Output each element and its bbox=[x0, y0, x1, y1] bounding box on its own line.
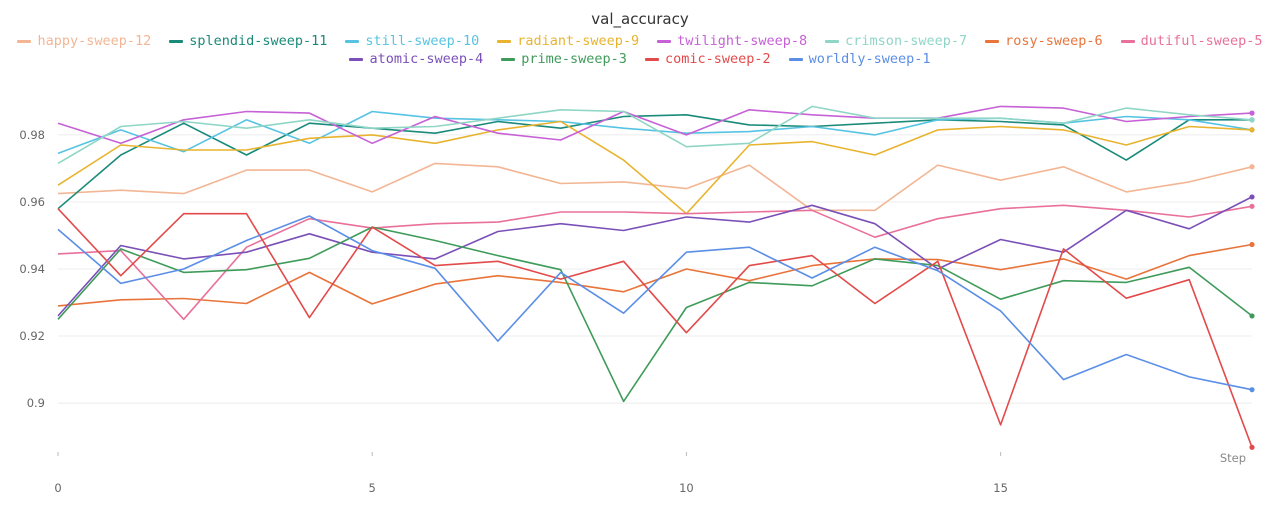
legend-label: twilight-sweep-8 bbox=[677, 33, 808, 49]
legend-swatch bbox=[17, 39, 32, 43]
legend-item-prime-sweep-3[interactable]: prime-sweep-3 bbox=[501, 51, 627, 67]
series-line-prime-sweep-3 bbox=[57, 226, 1253, 403]
y-tick-label: 0.98 bbox=[19, 128, 45, 142]
legend-label: atomic-sweep-4 bbox=[369, 51, 484, 67]
legend-row-1: happy-sweep-12 splendid-sweep-11 still-swe… bbox=[0, 33, 1280, 49]
series-end-point-rosy-sweep-6 bbox=[1249, 241, 1255, 248]
y-tick-label: 0.96 bbox=[19, 195, 45, 209]
series-line-happy-sweep-12 bbox=[57, 162, 1253, 212]
series-line-radiant-sweep-9 bbox=[57, 120, 1253, 215]
legend-item-happy-sweep-12[interactable]: happy-sweep-12 bbox=[17, 33, 151, 49]
legend-swatch bbox=[349, 57, 364, 61]
x-tick-label: 10 bbox=[679, 481, 694, 495]
legend-item-radiant-sweep-9[interactable]: radiant-sweep-9 bbox=[497, 33, 639, 49]
legend-swatch bbox=[788, 57, 803, 61]
x-axis-label: Step bbox=[1220, 451, 1246, 465]
series-end-point-twilight-sweep-8 bbox=[1249, 110, 1255, 116]
legend-item-crimson-sweep-7[interactable]: crimson-sweep-7 bbox=[825, 33, 967, 49]
legend-label: splendid-sweep-11 bbox=[189, 33, 328, 49]
legend-item-still-sweep-10[interactable]: still-sweep-10 bbox=[345, 33, 479, 49]
series-line-crimson-sweep-7 bbox=[57, 105, 1253, 165]
series-line-dutiful-sweep-5 bbox=[57, 204, 1253, 321]
legend-item-worldly-sweep-1[interactable]: worldly-sweep-1 bbox=[788, 51, 931, 67]
y-tick-label: 0.92 bbox=[19, 329, 45, 343]
series-line-rosy-sweep-6 bbox=[57, 243, 1253, 307]
series-end-point-dutiful-sweep-5 bbox=[1249, 203, 1255, 209]
legend-swatch bbox=[497, 39, 512, 43]
legend-swatch bbox=[825, 39, 840, 43]
legend-label: rosy-sweep-6 bbox=[1005, 33, 1103, 49]
legend-label: prime-sweep-3 bbox=[521, 51, 627, 67]
legend-swatch bbox=[1120, 39, 1135, 43]
series-lines bbox=[57, 105, 1255, 450]
legend-label: radiant-sweep-9 bbox=[517, 33, 640, 49]
legend-item-dutiful-sweep-5[interactable]: dutiful-sweep-5 bbox=[1120, 33, 1263, 49]
y-tick-label: 0.94 bbox=[19, 262, 45, 276]
x-tick-label: 0 bbox=[54, 481, 61, 495]
y-axis-ticks: 0.9 0.92 0.94 0.96 0.98 bbox=[19, 128, 45, 410]
legend-label: dutiful-sweep-5 bbox=[1140, 33, 1263, 49]
grid bbox=[58, 134, 1252, 404]
series-end-point-happy-sweep-12 bbox=[1249, 164, 1255, 170]
legend-item-twilight-sweep-8[interactable]: twilight-sweep-8 bbox=[657, 33, 807, 49]
x-axis-ticks: 0 5 10 15 bbox=[54, 452, 1008, 495]
series-end-point-radiant-sweep-9 bbox=[1249, 127, 1255, 133]
legend-label: happy-sweep-12 bbox=[37, 33, 152, 49]
legend-swatch bbox=[657, 39, 672, 43]
series-end-point-comic-sweep-2 bbox=[1249, 444, 1255, 450]
legend-item-rosy-sweep-6[interactable]: rosy-sweep-6 bbox=[985, 33, 1103, 49]
series-line-twilight-sweep-8 bbox=[57, 105, 1253, 145]
legend-swatch bbox=[644, 57, 659, 61]
series-line-splendid-sweep-11 bbox=[57, 114, 1252, 210]
legend-swatch bbox=[169, 39, 184, 43]
legend-swatch bbox=[985, 39, 1000, 43]
x-tick-label: 5 bbox=[369, 481, 376, 495]
series-line-comic-sweep-2 bbox=[57, 208, 1253, 448]
series-end-point-crimson-sweep-7 bbox=[1249, 117, 1255, 123]
legend-label: still-sweep-10 bbox=[365, 33, 480, 49]
series-line-worldly-sweep-1 bbox=[57, 215, 1253, 391]
x-tick-label: 15 bbox=[993, 481, 1008, 495]
series-end-point-atomic-sweep-4 bbox=[1249, 194, 1255, 200]
legend-swatch bbox=[501, 57, 516, 61]
legend-row-2: atomic-sweep-4 prime-sweep-3 comic-sweep-2… bbox=[0, 51, 1280, 67]
legend-label: worldly-sweep-1 bbox=[808, 51, 931, 67]
legend-label: comic-sweep-2 bbox=[664, 51, 771, 67]
y-tick-label: 0.9 bbox=[27, 396, 45, 410]
legend-item-splendid-sweep-11[interactable]: splendid-sweep-11 bbox=[169, 33, 327, 49]
legend-item-comic-sweep-2[interactable]: comic-sweep-2 bbox=[644, 51, 771, 67]
series-end-point-prime-sweep-3 bbox=[1249, 313, 1255, 319]
legend-label: crimson-sweep-7 bbox=[845, 33, 968, 49]
legend-item-atomic-sweep-4[interactable]: atomic-sweep-4 bbox=[349, 51, 483, 67]
series-end-point-worldly-sweep-1 bbox=[1249, 387, 1255, 393]
series-line-atomic-sweep-4 bbox=[57, 196, 1253, 317]
legend-swatch bbox=[345, 39, 360, 43]
chart-title: val_accuracy bbox=[591, 10, 689, 28]
